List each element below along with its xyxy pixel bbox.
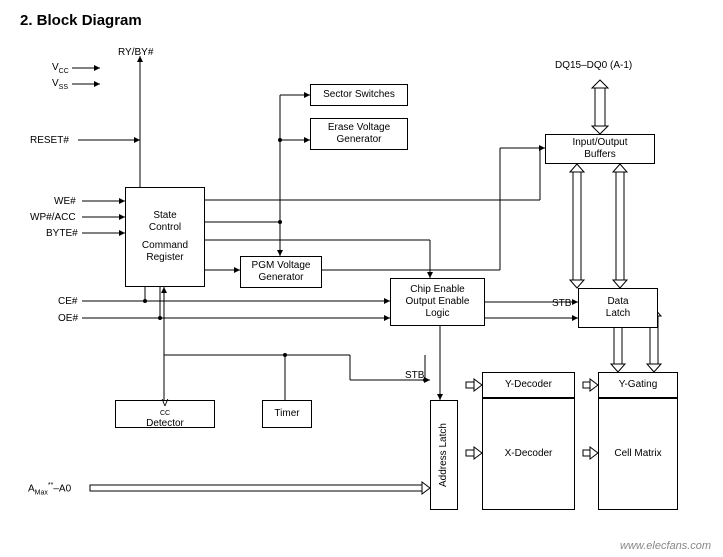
signal-oe: OE# — [58, 313, 78, 324]
block-io_buffers: Input/OutputBuffers — [545, 134, 655, 164]
block-sector_switches: Sector Switches — [310, 84, 408, 106]
signal-ryby: RY/BY# — [118, 47, 153, 58]
block-timer: Timer — [262, 400, 312, 428]
signal-we: WE# — [54, 196, 76, 207]
signal-stb2: STB — [552, 298, 571, 309]
signal-wpacc: WP#/ACC — [30, 212, 76, 223]
block-x_decoder: X-Decoder — [482, 398, 575, 510]
signal-dq: DQ15–DQ0 (A-1) — [555, 60, 632, 71]
signal-vss: VSS — [52, 78, 68, 91]
signal-stb1: STB — [405, 370, 424, 381]
section-heading: 2. Block Diagram — [20, 12, 142, 29]
signal-reset: RESET# — [30, 135, 69, 146]
signal-vcc: VCC — [52, 62, 69, 75]
block-addr_latch: Address Latch — [430, 400, 458, 510]
watermark-text: www.elecfans.com — [620, 540, 711, 552]
block-pgm_vgen: PGM VoltageGenerator — [240, 256, 322, 288]
block-data_latch: DataLatch — [578, 288, 658, 328]
signal-byte: BYTE# — [46, 228, 78, 239]
block-y_gating: Y-Gating — [598, 372, 678, 398]
signal-amax: AMax**–A0 — [28, 482, 71, 496]
block-cell_matrix: Cell Matrix — [598, 398, 678, 510]
block-y_decoder: Y-Decoder — [482, 372, 575, 398]
block-erase_vgen: Erase VoltageGenerator — [310, 118, 408, 150]
block-chip_enable: Chip EnableOutput EnableLogic — [390, 278, 485, 326]
block-state_control: StateControlCommandRegister — [125, 187, 205, 287]
signal-ce: CE# — [58, 296, 77, 307]
block-vcc_detector: VCC Detector — [115, 400, 215, 428]
